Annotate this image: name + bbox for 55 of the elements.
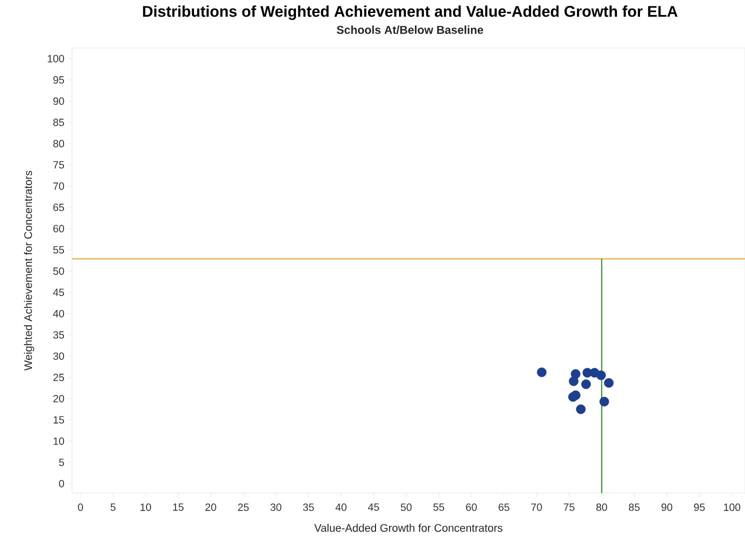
y-tick-label: 35 [53,331,64,339]
y-tick-label: 0 [59,480,64,488]
point [576,404,586,414]
x-axis-title: Value-Added Growth for Concentrators [314,524,502,532]
y-tick-label: 10 [54,437,64,445]
y-tick-label: 60 [53,224,64,232]
y-tick-label: 100 [48,54,64,62]
y-tick-label: 55 [53,246,64,254]
point [604,378,614,388]
chart-subtitle: Schools At/Below Baseline [336,26,484,34]
y-tick-label: 90 [53,97,64,105]
x-tick-label: 0 [78,504,83,511]
x-tick-label: 35 [303,504,314,511]
y-tick-label: 30 [53,352,64,360]
y-tick-label: 50 [53,267,64,275]
y-tick-label: 80 [53,140,64,148]
y-tick-label: 95 [53,76,64,84]
y-tick-label: 85 [53,118,64,126]
y-tick-label: 25 [53,374,64,382]
x-tick-label: 75 [564,504,574,511]
point [568,376,578,386]
x-tick-label: 100 [724,504,740,511]
y-axis-title: Weighted Achievement for Concentrators [24,170,34,371]
point [570,390,580,400]
x-tick-label: 50 [400,504,412,511]
point [596,370,606,380]
x-tick-label: 10 [140,504,152,511]
x-tick-label: 90 [661,504,672,511]
y-tick-label: 40 [53,310,64,318]
y-tick-label: 5 [59,458,64,466]
y-tick-label: 65 [53,204,64,212]
chart-title: Distributions of Weighted Achievement and Value-Added Growth for ELA [143,6,678,20]
x-tick-label: 5 [110,504,116,511]
x-tick-label: 30 [270,504,282,511]
point [536,367,547,378]
point [570,369,580,379]
x-tick-label: 20 [205,504,216,511]
x-tick-label: 70 [531,504,542,511]
y-tick-label: 75 [53,161,64,169]
x-tick-label: 65 [498,504,510,511]
y-tick-label: 70 [53,182,64,190]
x-tick-label: 60 [466,504,477,511]
y-tick-label: 20 [53,394,64,402]
point [581,379,591,389]
x-tick-label: 15 [173,504,184,511]
point [599,396,610,406]
x-tick-label: 45 [368,504,380,511]
x-tick-label: 25 [238,504,249,511]
y-tick-label: 15 [54,416,64,424]
y-tick-label: 45 [53,288,64,296]
x-tick-label: 95 [694,504,705,511]
x-tick-label: 55 [433,504,444,511]
x-tick-label: 40 [335,504,346,511]
x-tick-label: 80 [596,504,608,511]
x-tick-label: 85 [628,504,640,511]
